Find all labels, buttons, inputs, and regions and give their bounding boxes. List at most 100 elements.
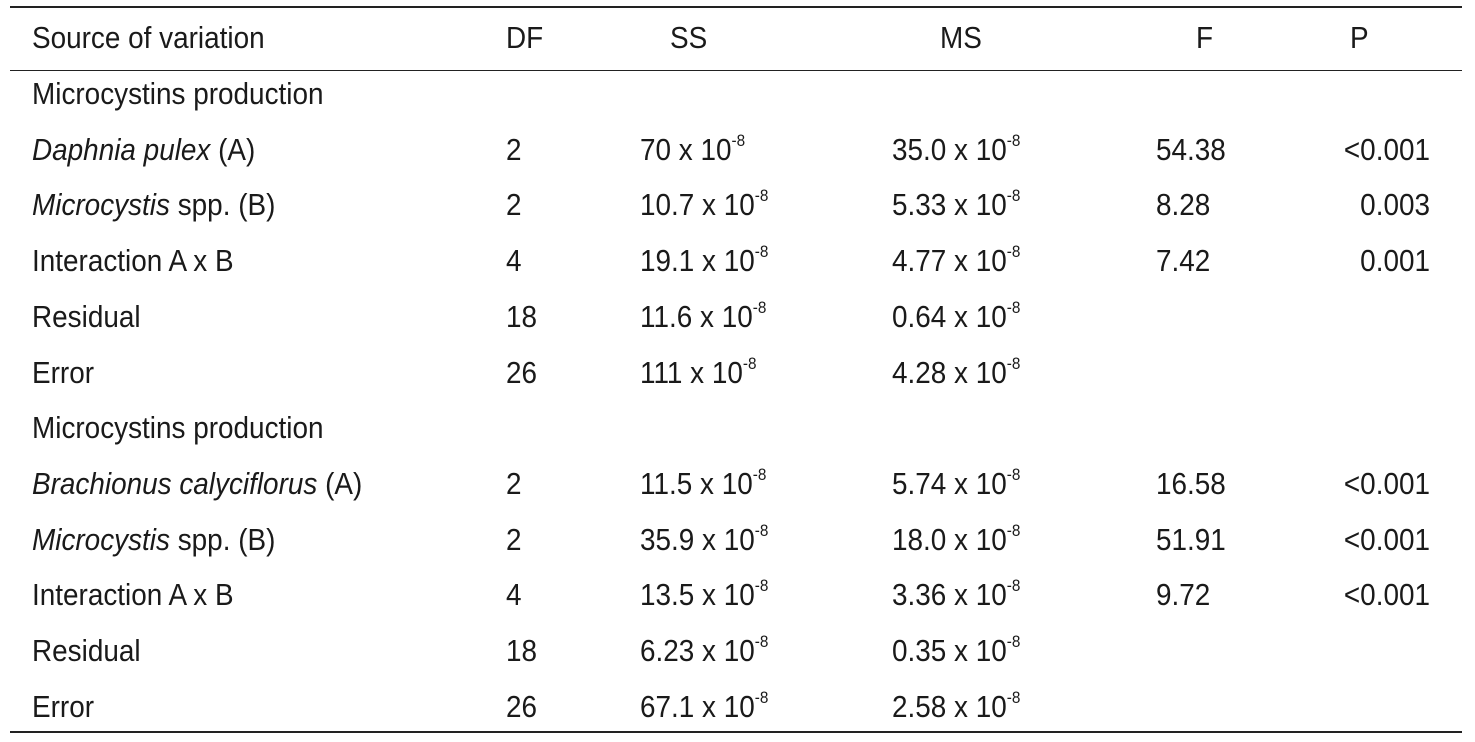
ss-cell-value: 11.5 (640, 465, 693, 501)
ss-cell-times: x 10 (694, 633, 755, 668)
ss-cell-exponent: -8 (731, 130, 746, 150)
ms-cell-exponent: -8 (1006, 520, 1021, 540)
section-title: Microcystins production (32, 410, 324, 446)
table-row: Brachionus calyciflorus (A) 2 11.5 x 10-8 5… (10, 456, 1462, 512)
df-cell: 2 (506, 187, 522, 223)
ms-cell: 3.36 x 10-8 (892, 567, 1020, 623)
ms-cell-exponent: -8 (1006, 186, 1021, 206)
ss-cell-exponent: -8 (754, 576, 769, 596)
ss-cell-value: 67.1 (640, 688, 695, 724)
ms-cell-exponent: -8 (1006, 130, 1021, 150)
table-row: Residual 18 6.23 x 10-8 0.35 x 10-8 (10, 623, 1462, 679)
ss-cell: 35.9 x 10-8 (640, 512, 768, 568)
source-label: Interaction A x B (32, 577, 234, 613)
ms-cell-times: x 10 (946, 688, 1007, 724)
table-top-rule (10, 6, 1462, 8)
df-cell: 2 (506, 465, 522, 501)
ms-cell-value: 5.33 (892, 187, 947, 223)
section-title: Microcystins production (32, 76, 324, 111)
df-cell: 2 (506, 521, 522, 557)
df-cell: 18 (506, 633, 538, 668)
table-row: Error 26 111 x 10-8 4.28 x 10-8 (10, 345, 1462, 401)
ms-cell-exponent: -8 (1006, 242, 1021, 262)
ms-cell: 5.33 x 10-8 (892, 177, 1020, 233)
ss-cell: 6.23 x 10-8 (640, 623, 768, 679)
ss-cell-value: 70 (640, 131, 672, 167)
ms-cell-exponent: -8 (1006, 297, 1021, 317)
ss-cell-times: x 10 (692, 298, 753, 334)
source-cell: Error (32, 345, 94, 401)
table-header-rule (10, 70, 1462, 71)
table-row: Interaction A x B 4 19.1 x 10-8 4.77 x 10-8… (10, 233, 1462, 289)
df-cell: 4 (506, 577, 522, 613)
ss-cell-times: x 10 (694, 243, 755, 279)
source-taxon: Brachionus calyciflorus (32, 465, 318, 501)
ss-cell-exponent: -8 (742, 353, 757, 373)
ms-cell: 5.74 x 10-8 (892, 456, 1020, 512)
source-cell: Residual (32, 289, 141, 345)
ms-cell-exponent: -8 (1006, 353, 1021, 373)
f-cell: 8.28 (1156, 187, 1211, 223)
ss-cell: 11.5 x 10-8 (640, 456, 766, 512)
ms-cell-exponent: -8 (1006, 576, 1021, 596)
ss-cell-exponent: -8 (754, 186, 769, 206)
source-label: Residual (32, 633, 141, 668)
section-title-row: Microcystins production (10, 66, 1462, 122)
ms-cell-value: 18.0 (892, 521, 947, 557)
ms-cell-value: 3.36 (892, 577, 947, 613)
ms-cell-times: x 10 (946, 131, 1007, 167)
source-taxon: Daphnia pulex (32, 131, 211, 167)
ms-cell-exponent: -8 (1006, 464, 1021, 484)
ss-cell-times: x 10 (694, 688, 755, 724)
source-cell: Error (32, 679, 94, 735)
source-label: Error (32, 354, 95, 390)
source-cell: Microcystis spp. (B) (32, 512, 275, 568)
source-label: (A) (210, 131, 256, 167)
df-cell: 26 (506, 354, 538, 390)
source-cell: Brachionus calyciflorus (A) (32, 456, 362, 512)
p-cell: <0.001 (1343, 131, 1430, 167)
section-title-row: Microcystins production (10, 400, 1462, 456)
ss-cell: 11.6 x 10-8 (640, 289, 766, 345)
ss-cell-times: x 10 (694, 521, 755, 557)
ss-cell: 19.1 x 10-8 (640, 233, 768, 289)
source-label: spp. (B) (169, 521, 276, 557)
ms-cell-exponent: -8 (1006, 687, 1021, 707)
ss-cell-value: 13.5 (640, 577, 695, 613)
header-ms: MS (940, 20, 982, 55)
source-cell: Interaction A x B (32, 233, 234, 289)
ss-cell: 111 x 10-8 (640, 345, 757, 401)
table-row: Daphnia pulex (A) 2 70 x 10-8 35.0 x 10-8 54… (10, 122, 1462, 178)
ms-cell: 0.35 x 10-8 (892, 623, 1020, 679)
ss-cell-exponent: -8 (754, 242, 769, 262)
ss-cell-times: x 10 (694, 577, 755, 613)
header-p: P (1350, 20, 1369, 55)
ss-cell-times: x 10 (671, 131, 732, 167)
df-cell: 26 (506, 688, 538, 724)
ss-cell: 67.1 x 10-8 (640, 679, 768, 735)
ss-cell: 13.5 x 10-8 (640, 567, 768, 623)
p-cell: <0.001 (1343, 465, 1430, 501)
ss-cell-times: x 10 (694, 187, 755, 223)
ms-cell: 4.28 x 10-8 (892, 345, 1020, 401)
df-cell: 2 (506, 131, 522, 167)
df-cell: 4 (506, 243, 522, 279)
ms-cell-times: x 10 (946, 465, 1007, 501)
ms-cell-value: 0.35 (892, 633, 947, 668)
ss-cell-times: x 10 (682, 354, 743, 390)
f-cell: 7.42 (1156, 243, 1211, 279)
header-ss: SS (670, 20, 708, 55)
ss-cell-exponent: -8 (754, 520, 769, 540)
ss-cell-value: 11.6 (640, 298, 693, 334)
source-cell: Microcystis spp. (B) (32, 177, 275, 233)
ms-cell-value: 2.58 (892, 688, 947, 724)
f-cell: 51.91 (1156, 521, 1226, 557)
table-bottom-rule (10, 731, 1462, 733)
table-header-row: Source of variation DF SS MS F P (10, 10, 1462, 66)
ss-cell-value: 10.7 (640, 187, 695, 223)
ms-cell-times: x 10 (946, 243, 1007, 279)
source-label: Residual (32, 298, 141, 334)
ss-cell-value: 19.1 (640, 243, 695, 279)
f-cell: 9.72 (1156, 577, 1211, 613)
ms-cell-value: 4.28 (892, 354, 947, 390)
